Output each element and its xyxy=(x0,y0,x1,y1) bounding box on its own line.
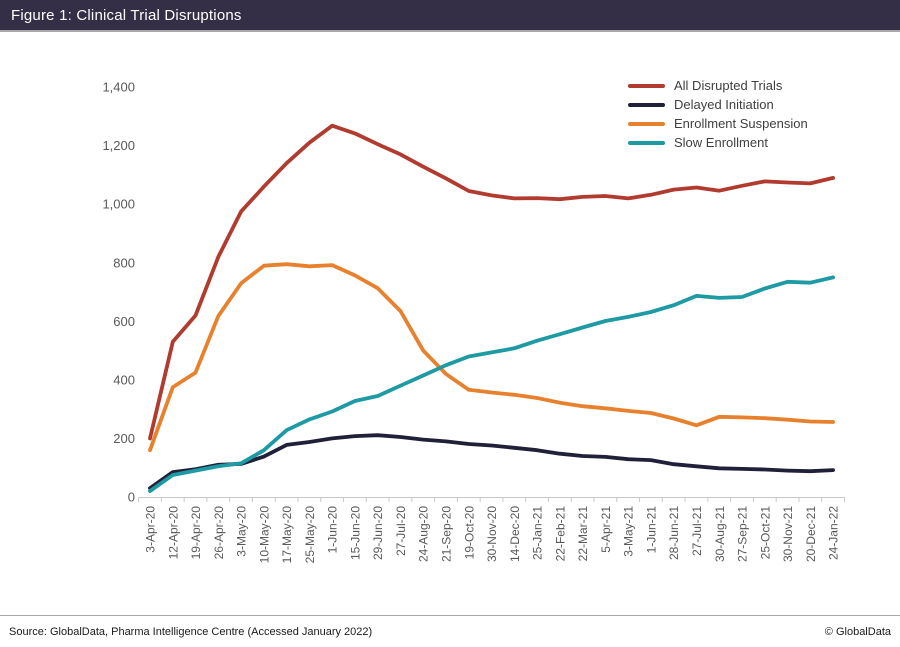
x-axis-tick-label: 26-Apr-20 xyxy=(212,506,226,560)
legend-label: Slow Enrollment xyxy=(674,135,768,150)
x-axis-tick-label: 5-Apr-21 xyxy=(599,506,613,553)
y-axis-tick-label: 1,200 xyxy=(102,138,135,153)
series-line-delayed-initiation xyxy=(148,433,835,491)
legend-item: All Disrupted Trials xyxy=(628,76,808,95)
x-axis-tick-label: 30-Nov-20 xyxy=(485,506,499,562)
x-axis-tick-label: 29-Jun-20 xyxy=(371,506,385,560)
source-text: Source: GlobalData, Pharma Intelligence … xyxy=(9,625,373,638)
series-line-all-disrupted-trials xyxy=(148,123,835,441)
x-axis-tick-label: 17-May-20 xyxy=(280,506,294,564)
x-axis-tick-label: 30-Aug-21 xyxy=(713,506,727,562)
line-chart: 0 200 400 600 800 1,000 1,200 1,400 3-Apr-20 12-A… xyxy=(102,80,845,564)
y-axis-tick-label: 600 xyxy=(113,314,135,329)
chart-legend: All Disrupted Trials Delayed Initiation En… xyxy=(628,76,808,152)
x-axis-tick-label: 21-Sep-20 xyxy=(440,506,454,562)
copyright-text: © GlobalData xyxy=(824,625,891,638)
x-axis-tick-label: 14-Dec-20 xyxy=(508,506,522,562)
footer: Source: GlobalData, Pharma Intelligence … xyxy=(0,615,900,647)
x-axis-tick-label: 28-Jun-21 xyxy=(667,506,681,560)
x-axis-tick-label: 22-Mar-21 xyxy=(576,506,590,562)
x-axis-tick-label: 20-Dec-21 xyxy=(804,506,818,562)
figure-title-bar: Figure 1: Clinical Trial Disruptions xyxy=(0,0,900,32)
x-axis-tick-label: 3-Apr-20 xyxy=(144,506,158,553)
legend-swatch xyxy=(628,121,665,126)
x-axis-tick-label: 30-Nov-21 xyxy=(781,506,795,562)
series-line-slow-enrollment xyxy=(148,275,835,494)
x-axis-tick-label: 25-Jan-21 xyxy=(531,506,545,560)
x-axis-tick-label: 25-May-20 xyxy=(303,506,317,564)
x-axis-tick-label: 19-Oct-20 xyxy=(462,506,476,560)
x-axis-tick-label: 15-Jun-20 xyxy=(348,506,362,560)
legend-label: All Disrupted Trials xyxy=(674,78,783,93)
y-axis-tick-label: 800 xyxy=(113,255,135,270)
legend-swatch xyxy=(628,83,665,88)
y-axis-tick-label: 1,000 xyxy=(102,197,135,212)
y-axis-tick-label: 1,400 xyxy=(102,80,135,95)
x-axis-tick-label: 25-Oct-21 xyxy=(758,506,772,560)
legend-swatch xyxy=(628,102,665,107)
x-axis-tick-label: 27-Jul-20 xyxy=(394,506,408,556)
x-axis-tick-label: 1-Jun-21 xyxy=(644,506,658,554)
x-axis-tick-label: 27-Jul-21 xyxy=(690,506,704,556)
legend-label: Enrollment Suspension xyxy=(674,116,808,131)
y-axis-tick-label: 0 xyxy=(128,490,135,505)
x-axis-tick-label: 10-May-20 xyxy=(257,506,271,564)
x-axis-tick-label: 22-Feb-21 xyxy=(553,506,567,562)
x-axis-tick-label: 12-Apr-20 xyxy=(166,506,180,560)
y-axis-tick-label: 400 xyxy=(113,372,135,387)
x-axis-tick-label: 24-Aug-20 xyxy=(417,506,431,562)
x-axis-tick-label: 24-Jan-22 xyxy=(827,506,841,560)
x-axis-tick-label: 27-Sep-21 xyxy=(736,506,750,562)
legend-item: Slow Enrollment xyxy=(628,133,808,152)
legend-item: Enrollment Suspension xyxy=(628,114,808,133)
legend-item: Delayed Initiation xyxy=(628,95,808,114)
chart-area: 0 200 400 600 800 1,000 1,200 1,400 3-Apr-20 12-A… xyxy=(102,76,845,564)
series-line-enrollment-suspension xyxy=(148,262,835,453)
x-axis-tick-label: 3-May-21 xyxy=(622,506,636,557)
legend-swatch xyxy=(628,140,665,145)
figure-title: Figure 1: Clinical Trial Disruptions xyxy=(11,6,242,24)
x-axis-tick-label: 19-Apr-20 xyxy=(189,506,203,560)
legend-label: Delayed Initiation xyxy=(674,97,774,112)
x-axis-tick-label: 3-May-20 xyxy=(235,506,249,557)
x-axis-tick-label: 1-Jun-20 xyxy=(326,506,340,554)
y-axis-tick-label: 200 xyxy=(113,431,135,446)
